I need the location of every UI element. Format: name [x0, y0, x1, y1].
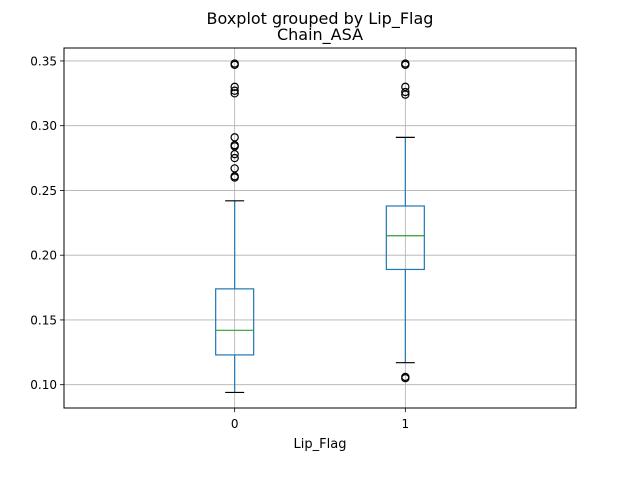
flier-point — [401, 59, 410, 68]
x-tick-label: 0 — [231, 417, 239, 431]
plot-frame — [63, 47, 577, 409]
y-tick-label: 0.30 — [30, 119, 57, 133]
box-series — [215, 59, 425, 394]
flier-point — [230, 133, 239, 142]
flier-point — [401, 87, 410, 97]
flier-point — [401, 82, 410, 92]
flier-point — [230, 153, 239, 163]
chart-suptitle: Boxplot grouped by Lip_Flag — [207, 9, 434, 29]
iqr-box — [215, 288, 255, 356]
flier-point — [230, 86, 239, 95]
y-tick-label: 0.15 — [30, 313, 57, 327]
flier-point — [230, 82, 239, 92]
flier-point — [401, 372, 410, 382]
x-tick-label: 1 — [402, 417, 410, 431]
y-tick-label: 0.10 — [30, 378, 57, 392]
y-tick-label: 0.35 — [30, 54, 57, 68]
chart-title: Chain_ASA — [277, 25, 363, 45]
y-tick-label: 0.25 — [30, 184, 57, 198]
flier-point — [230, 164, 239, 173]
y-axis: 0.10 0.15 0.20 0.25 0.30 0.35 — [30, 54, 64, 392]
y-tick-label: 0.20 — [30, 249, 57, 263]
iqr-box — [385, 205, 425, 271]
x-axis-label: Lip_Flag — [294, 437, 347, 452]
flier-point — [230, 89, 239, 98]
flier-point — [230, 59, 239, 68]
